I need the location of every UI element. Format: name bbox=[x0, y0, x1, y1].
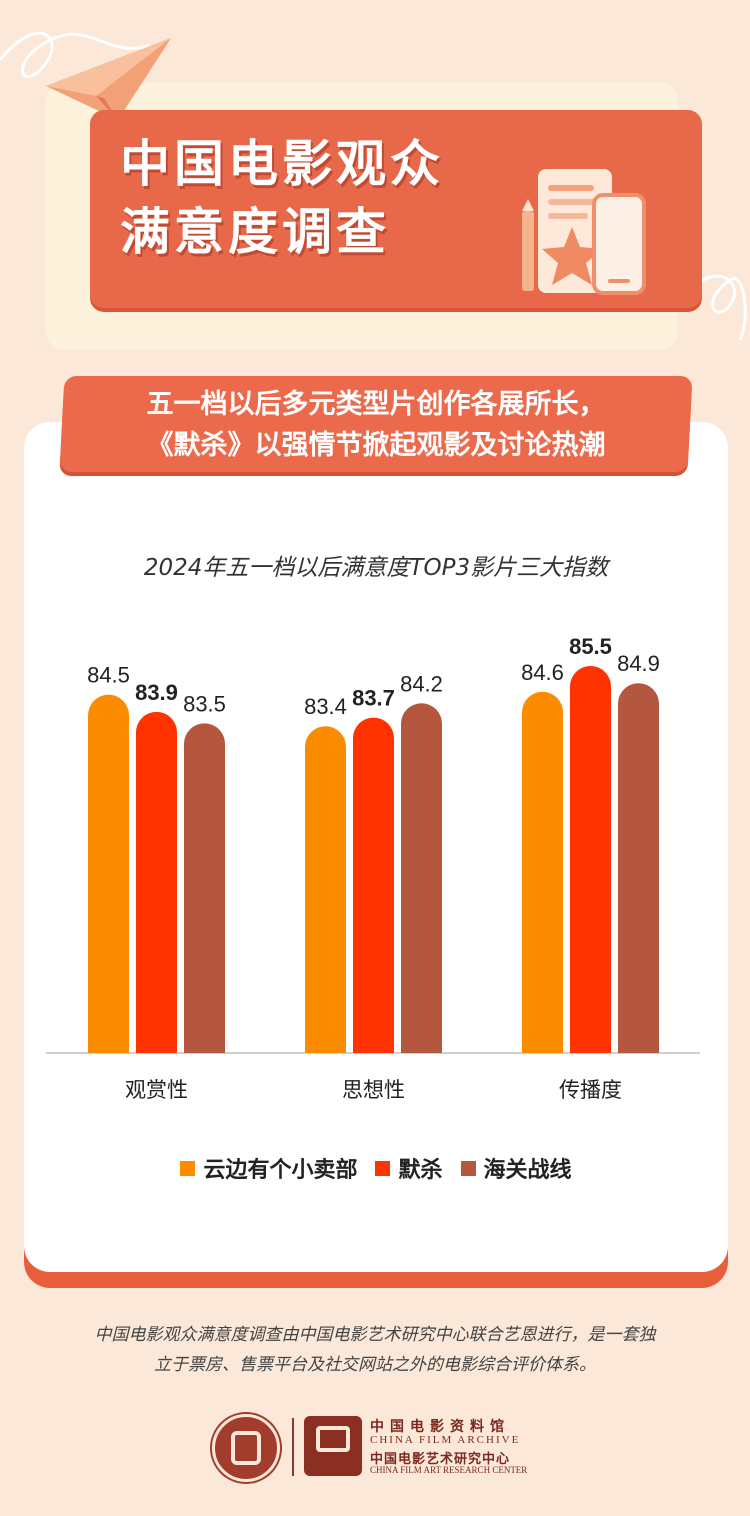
footnote: 中国电影观众满意度调查由中国电影艺术研究中心联合艺恩进行，是一套独 立于票房、售… bbox=[94, 1325, 656, 1375]
legend-item-series-1: 云边有个小卖部 bbox=[180, 1152, 357, 1184]
legend-item-series-2: 默杀 bbox=[375, 1152, 443, 1184]
page-title: 中国电影观众 满意度调查 bbox=[120, 135, 444, 261]
data-label-3-3: 84.9 bbox=[617, 651, 660, 676]
bar-2-1 bbox=[136, 711, 177, 1053]
footer-logos: 中国电影资料馆 CHINA FILM ARCHIVE 中国电影艺术研究中心 CH… bbox=[212, 1414, 552, 1482]
legend-label-series-1: 云边有个小卖部 bbox=[203, 1158, 358, 1183]
bar-1-1 bbox=[88, 694, 129, 1053]
legend-swatch-series-1 bbox=[180, 1160, 196, 1176]
bar-1-3 bbox=[522, 691, 563, 1053]
headline-text: 五一档以后多元类型片创作各展所长， 《默杀》以强情节掀起观影及讨论热潮 bbox=[146, 389, 606, 461]
bar-2-2 bbox=[353, 717, 394, 1053]
film-archive-seal-icon bbox=[212, 1414, 280, 1482]
bar-2-3 bbox=[570, 666, 611, 1053]
logo-divider bbox=[292, 1418, 294, 1476]
legend-swatch-series-2 bbox=[375, 1160, 391, 1176]
decorative-swirl bbox=[0, 31, 747, 341]
data-label-3-2: 84.2 bbox=[400, 671, 443, 696]
bar-1-2 bbox=[305, 726, 346, 1053]
legend-swatch-series-3 bbox=[460, 1160, 476, 1176]
data-label-2-2: 83.7 bbox=[352, 686, 395, 711]
legend-label-series-3: 海关战线 bbox=[483, 1158, 572, 1183]
data-label-2-1: 83.9 bbox=[135, 680, 178, 705]
org-name-cn-2: 中国电影艺术研究中心 bbox=[370, 1452, 511, 1467]
data-label-1-1: 84.5 bbox=[87, 663, 130, 688]
chart-title: 2024年五一档以后满意度TOP3影片三大指数 bbox=[143, 555, 609, 581]
chart-legend: 云边有个小卖部 默杀 海关战线 bbox=[24, 1152, 728, 1184]
bar-chart: 84.583.9 83.5 观赏性 83.4 83.784.2 思想性 84.685.584… bbox=[46, 634, 700, 1102]
legend-item-series-3: 海关战线 bbox=[460, 1152, 572, 1184]
bar-3-1 bbox=[184, 723, 225, 1053]
category-label-3: 传播度 bbox=[559, 1078, 622, 1102]
bar-3-3 bbox=[618, 683, 659, 1053]
bar-3-2 bbox=[401, 703, 442, 1053]
legend-label-series-2: 默杀 bbox=[398, 1158, 443, 1183]
data-label-1-3: 84.6 bbox=[521, 660, 564, 685]
org-name-cn-1: 中国电影资料馆 bbox=[370, 1419, 510, 1435]
survey-document-icon bbox=[522, 169, 646, 295]
data-label-1-2: 83.4 bbox=[304, 694, 347, 719]
category-label-1: 观赏性 bbox=[125, 1078, 188, 1102]
org-name-en-1: CHINA FILM ARCHIVE bbox=[370, 1434, 521, 1446]
category-label-2: 思想性 bbox=[342, 1078, 405, 1102]
org-name-en-2: CHINA FILM ART RESEARCH CENTER bbox=[370, 1465, 528, 1475]
film-archive-logo-icon bbox=[304, 1416, 362, 1476]
data-label-2-3: 85.5 bbox=[569, 634, 612, 659]
data-label-3-1: 83.5 bbox=[183, 691, 226, 716]
